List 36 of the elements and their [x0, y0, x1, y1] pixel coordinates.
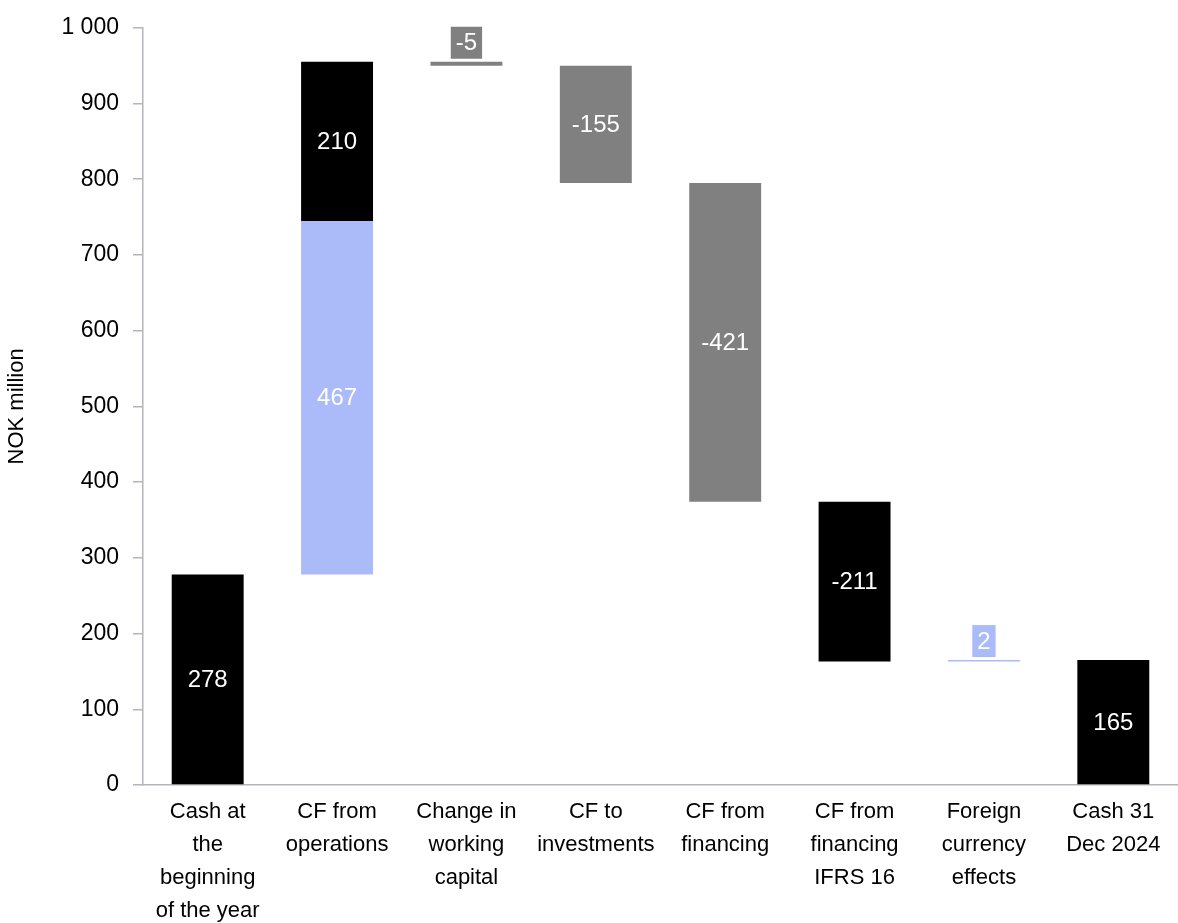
- y-tick-label: 900: [80, 88, 119, 115]
- bar: [559, 65, 632, 184]
- y-tick-label: 700: [80, 240, 119, 267]
- bar: [301, 220, 374, 575]
- x-tick-label: Cash at the beginning of the year: [155, 797, 260, 922]
- y-axis-title: NOK million: [3, 348, 29, 465]
- data-label: 210: [317, 127, 358, 155]
- y-tick-label: 0: [106, 770, 119, 797]
- data-label: 2: [977, 626, 991, 654]
- y-tick-label: 1 000: [61, 13, 119, 40]
- x-tick-label: Cash 31 Dec 2024: [1066, 797, 1161, 856]
- bar: [1077, 660, 1150, 785]
- x-tick-label: Change in working capital: [416, 797, 517, 889]
- bar: [689, 183, 762, 502]
- data-label: -211: [831, 567, 878, 595]
- data-label: 165: [1093, 707, 1134, 735]
- data-label: -421: [701, 328, 750, 356]
- y-tick-label: 300: [80, 543, 119, 570]
- data-label: -155: [571, 109, 620, 137]
- bar: [301, 61, 374, 221]
- y-tick-label: 600: [80, 316, 119, 343]
- y-tick-label: 100: [80, 694, 119, 721]
- x-tick-label: Foreign currency effects: [941, 797, 1027, 889]
- bar: [171, 574, 244, 785]
- x-tick-label: CF from financing IFRS 16: [810, 797, 899, 889]
- y-tick-label: 800: [80, 164, 119, 191]
- data-label: 278: [187, 665, 228, 692]
- y-tick-label: 200: [80, 618, 119, 645]
- y-tick-label: 500: [80, 391, 119, 418]
- x-tick-label: CF to investments: [537, 797, 655, 856]
- x-tick-label: CF from operations: [285, 797, 389, 856]
- data-label: 467: [317, 383, 358, 411]
- bar: [818, 501, 891, 662]
- data-label: -5: [455, 28, 478, 56]
- y-tick-label: 400: [80, 467, 119, 494]
- x-tick-label: CF from financing: [681, 797, 770, 856]
